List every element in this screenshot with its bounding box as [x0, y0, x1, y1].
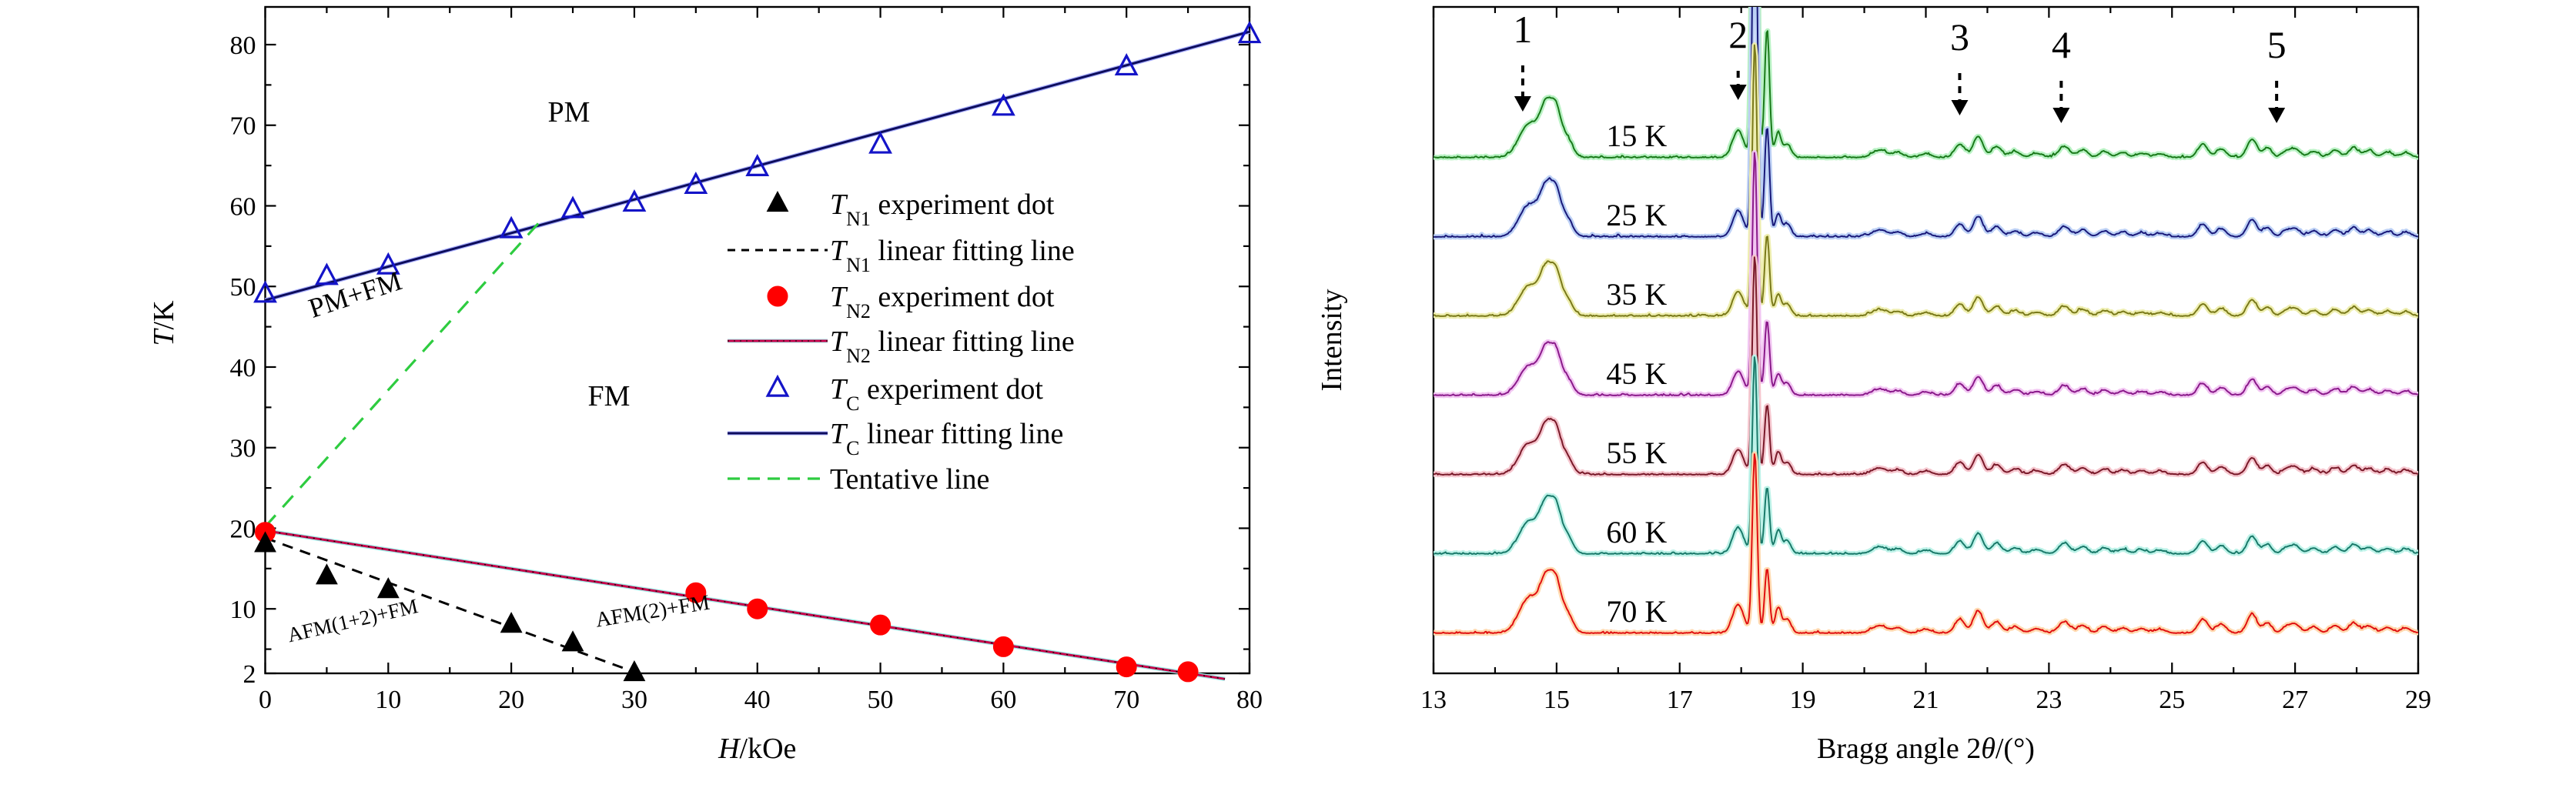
- svg-text:13: 13: [1420, 686, 1447, 714]
- svg-text:20: 20: [230, 515, 256, 543]
- svg-text:30: 30: [230, 435, 256, 463]
- svg-text:1: 1: [1513, 8, 1532, 51]
- svg-text:3: 3: [1950, 15, 1969, 58]
- svg-text:H/kOe: H/kOe: [718, 733, 796, 765]
- svg-text:70: 70: [1113, 686, 1139, 714]
- svg-text:15: 15: [1544, 686, 1570, 714]
- svg-text:10: 10: [230, 596, 256, 624]
- svg-text:60: 60: [990, 686, 1016, 714]
- svg-text:25 K: 25 K: [1606, 198, 1667, 232]
- svg-text:Bragg angle 2θ/(°): Bragg angle 2θ/(°): [1817, 733, 2035, 765]
- svg-text:29: 29: [2405, 686, 2431, 714]
- svg-text:21: 21: [1913, 686, 1939, 714]
- svg-text:35 K: 35 K: [1606, 277, 1667, 312]
- svg-text:0: 0: [259, 686, 272, 714]
- svg-text:19: 19: [1790, 686, 1816, 714]
- svg-text:50: 50: [230, 273, 256, 302]
- svg-text:60 K: 60 K: [1606, 515, 1667, 549]
- svg-text:15 K: 15 K: [1606, 119, 1667, 153]
- svg-text:23: 23: [2036, 686, 2062, 714]
- svg-text:70 K: 70 K: [1606, 594, 1667, 629]
- svg-text:2: 2: [1728, 13, 1748, 56]
- svg-text:PM: PM: [548, 96, 590, 129]
- svg-text:60: 60: [230, 192, 256, 221]
- svg-text:5: 5: [2267, 23, 2287, 66]
- svg-text:40: 40: [744, 686, 771, 714]
- svg-text:10: 10: [375, 686, 401, 714]
- svg-text:25: 25: [2159, 686, 2185, 714]
- svg-text:Tentative line: Tentative line: [830, 463, 989, 496]
- svg-text:50: 50: [868, 686, 894, 714]
- svg-text:20: 20: [498, 686, 524, 714]
- svg-text:80: 80: [1236, 686, 1263, 714]
- svg-text:FM: FM: [588, 380, 631, 412]
- svg-text:27: 27: [2282, 686, 2308, 714]
- svg-text:80: 80: [230, 32, 256, 60]
- svg-text:45 K: 45 K: [1606, 356, 1667, 391]
- svg-text:40: 40: [230, 354, 256, 382]
- svg-text:30: 30: [621, 686, 647, 714]
- svg-text:T/K: T/K: [148, 300, 180, 346]
- svg-text:17: 17: [1667, 686, 1693, 714]
- svg-text:70: 70: [230, 112, 256, 141]
- svg-text:4: 4: [2052, 23, 2071, 66]
- svg-text:2: 2: [243, 660, 256, 689]
- svg-text:55 K: 55 K: [1606, 436, 1667, 470]
- svg-text:Intensity: Intensity: [1316, 289, 1348, 392]
